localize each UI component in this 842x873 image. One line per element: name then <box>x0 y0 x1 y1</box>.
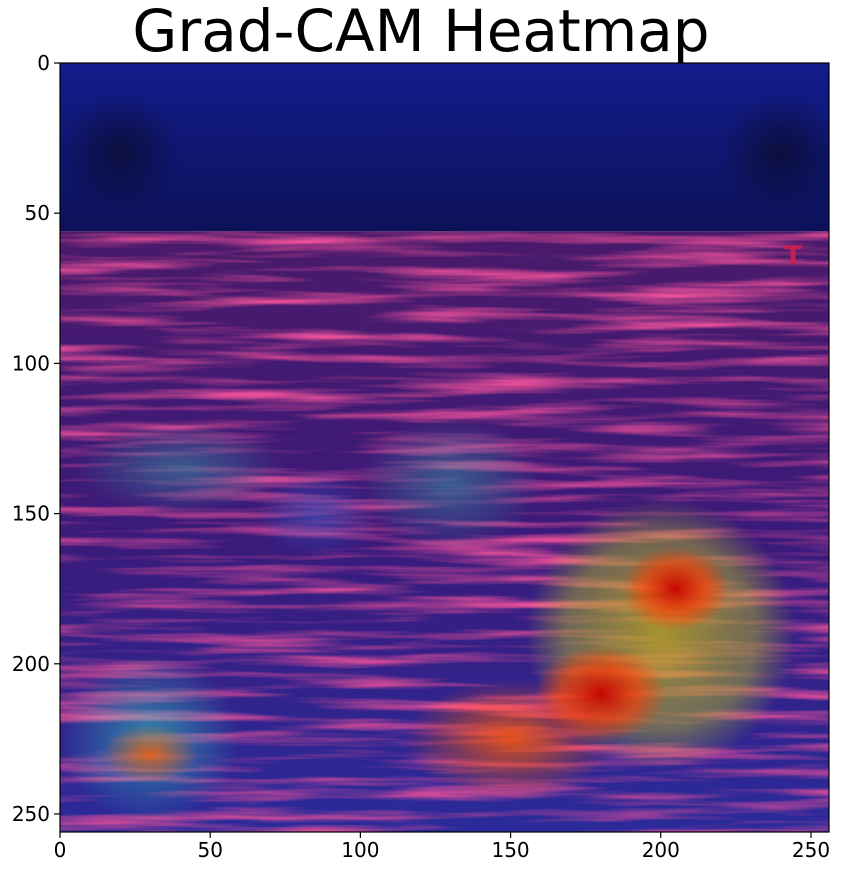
header-shade-left <box>60 93 181 214</box>
header-shade-right <box>720 93 829 214</box>
y-tick-label: 50 <box>25 201 50 225</box>
y-tick-label: 150 <box>12 502 50 526</box>
y-tick-label: 200 <box>12 652 50 676</box>
image-marker-text: T <box>784 241 802 271</box>
plot-frame <box>59 62 830 833</box>
activation-region <box>621 546 730 631</box>
y-tick-label: 0 <box>37 51 50 75</box>
x-tick-label: 150 <box>491 838 529 862</box>
activation-region <box>102 723 199 784</box>
x-tick-label: 0 <box>54 838 67 862</box>
activation-region <box>534 645 667 742</box>
x-tick-label: 50 <box>197 838 222 862</box>
header-band <box>60 63 829 232</box>
x-tick-label: 250 <box>792 838 830 862</box>
y-tick-label: 250 <box>12 802 50 826</box>
activation-region <box>75 423 286 514</box>
x-tick-label: 200 <box>642 838 680 862</box>
y-tick-label: 100 <box>12 351 50 375</box>
chart-title: Grad-CAM Heatmap <box>132 0 710 65</box>
activation-region <box>255 468 376 559</box>
activation-region <box>360 417 541 550</box>
x-tick-label: 100 <box>341 838 379 862</box>
